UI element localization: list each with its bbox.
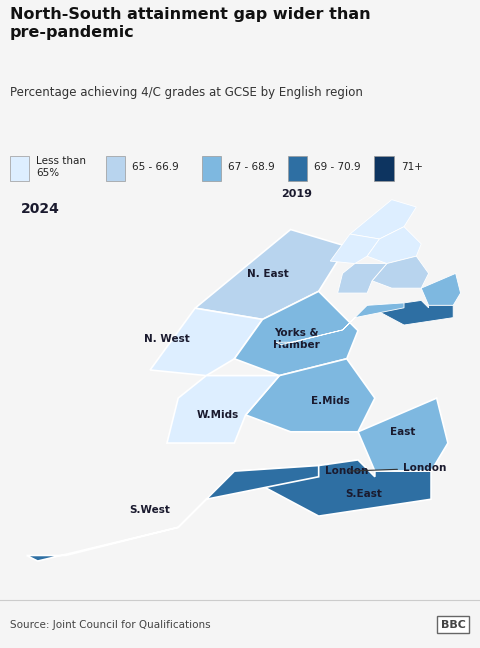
Polygon shape	[358, 398, 448, 471]
Text: Less than
65%: Less than 65%	[36, 156, 86, 178]
Text: London: London	[325, 466, 369, 476]
Text: 67 - 68.9: 67 - 68.9	[228, 162, 275, 172]
Text: S.East: S.East	[345, 489, 382, 498]
Text: 65 - 66.9: 65 - 66.9	[132, 162, 179, 172]
Text: London: London	[349, 463, 446, 473]
Polygon shape	[421, 273, 461, 305]
Text: Yorks &
Humber: Yorks & Humber	[273, 329, 320, 350]
Text: E.Mids: E.Mids	[311, 396, 349, 406]
Polygon shape	[367, 301, 453, 325]
Text: W.Mids: W.Mids	[196, 410, 239, 420]
FancyBboxPatch shape	[202, 156, 221, 181]
Polygon shape	[404, 301, 429, 310]
Polygon shape	[337, 264, 387, 293]
Polygon shape	[234, 460, 431, 516]
Polygon shape	[330, 234, 379, 264]
Text: East: East	[390, 427, 416, 437]
FancyBboxPatch shape	[10, 156, 29, 181]
Text: N. East: N. East	[247, 270, 289, 279]
Polygon shape	[167, 376, 279, 443]
Polygon shape	[276, 303, 404, 345]
FancyBboxPatch shape	[288, 156, 307, 181]
Text: 71+: 71+	[401, 162, 423, 172]
Polygon shape	[372, 256, 429, 288]
Text: Percentage achieving 4/C grades at GCSE by English region: Percentage achieving 4/C grades at GCSE …	[10, 86, 362, 99]
Polygon shape	[234, 292, 358, 376]
Polygon shape	[150, 308, 263, 376]
Text: 69 - 70.9: 69 - 70.9	[314, 162, 361, 172]
Polygon shape	[195, 229, 347, 319]
Polygon shape	[350, 200, 416, 239]
Text: 2024: 2024	[21, 202, 60, 216]
FancyBboxPatch shape	[106, 156, 125, 181]
Polygon shape	[319, 460, 375, 482]
Text: North-South attainment gap wider than
pre-pandemic: North-South attainment gap wider than pr…	[10, 8, 370, 40]
FancyBboxPatch shape	[374, 156, 394, 181]
Polygon shape	[26, 465, 319, 561]
Text: S.West: S.West	[130, 505, 170, 515]
Polygon shape	[246, 359, 375, 432]
Text: N. West: N. West	[144, 334, 190, 344]
Text: Source: Joint Council for Qualifications: Source: Joint Council for Qualifications	[10, 619, 210, 630]
Text: BBC: BBC	[441, 619, 466, 630]
Polygon shape	[367, 227, 421, 264]
Text: 2019: 2019	[281, 189, 312, 199]
